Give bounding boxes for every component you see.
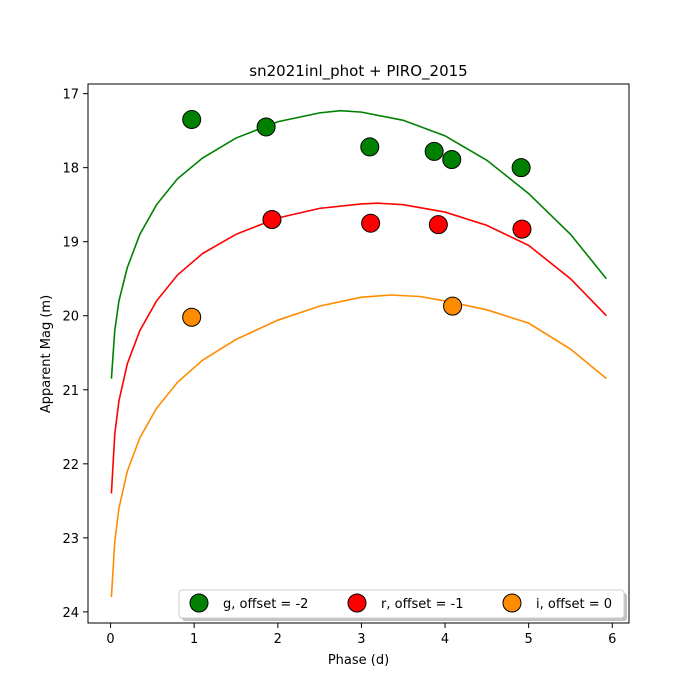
x-tick-label-3: 3 xyxy=(357,632,365,647)
data-point-1-3 xyxy=(512,219,532,239)
model-curve-2 xyxy=(110,294,607,598)
x-axis-label: Phase (d) xyxy=(328,653,389,668)
data-point-1-2 xyxy=(428,215,448,235)
data-point-0-2 xyxy=(360,137,380,157)
legend-marker-1 xyxy=(347,593,367,613)
data-point-0-1 xyxy=(256,117,276,137)
y-tick-label-20: 20 xyxy=(62,310,79,325)
legend-marker-0 xyxy=(189,593,209,613)
y-tick-label-18: 18 xyxy=(62,162,79,177)
data-point-2-0 xyxy=(182,307,202,327)
data-point-0-0 xyxy=(182,110,202,130)
legend-marker-2 xyxy=(502,593,522,613)
data-point-0-4 xyxy=(442,150,462,170)
x-tick-label-1: 1 xyxy=(190,632,198,647)
legend-label-2: i, offset = 0 xyxy=(536,597,612,612)
x-tick-label-2: 2 xyxy=(274,632,282,647)
x-tick-label-0: 0 xyxy=(106,632,114,647)
x-tick-label-5: 5 xyxy=(525,632,533,647)
legend-label-1: r, offset = -1 xyxy=(381,597,464,612)
y-tick-label-22: 22 xyxy=(62,458,79,473)
data-point-2-1 xyxy=(443,296,463,316)
axes-frame xyxy=(87,83,630,624)
model-curve-0 xyxy=(110,109,608,379)
chart-title: sn2021inl_phot + PIRO_2015 xyxy=(249,62,467,81)
y-tick-label-17: 17 xyxy=(62,88,79,103)
y-tick-label-19: 19 xyxy=(62,236,79,251)
y-tick-label-24: 24 xyxy=(62,606,79,621)
legend-label-0: g, offset = -2 xyxy=(223,597,308,612)
y-tick-label-23: 23 xyxy=(62,532,79,547)
x-tick-label-6: 6 xyxy=(608,632,616,647)
data-point-1-1 xyxy=(361,213,381,233)
x-tick-label-4: 4 xyxy=(441,632,449,647)
y-tick-label-21: 21 xyxy=(62,384,79,399)
data-point-0-5 xyxy=(511,158,531,178)
y-axis-label: Apparent Mag (m) xyxy=(39,295,54,413)
data-point-1-0 xyxy=(262,209,282,229)
data-point-0-3 xyxy=(424,141,444,161)
legend: g, offset = -2 r, offset = -1 i, offset = … xyxy=(178,589,627,621)
